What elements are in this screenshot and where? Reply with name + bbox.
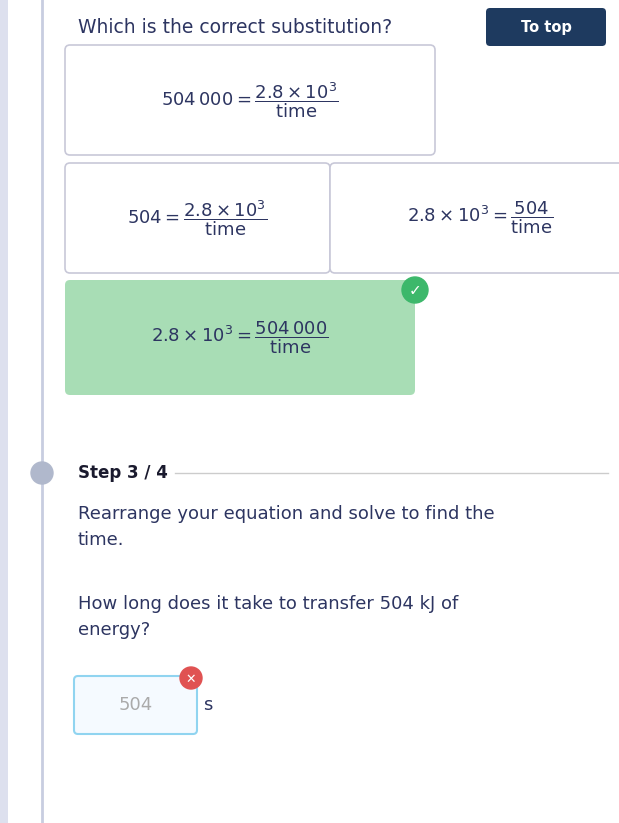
Text: $504\,000 = \dfrac{2.8 \times 10^3}{\mathrm{time}}$: $504\,000 = \dfrac{2.8 \times 10^3}{\mat… xyxy=(161,80,339,120)
Text: $2.8 \times 10^3 = \dfrac{504\,000}{\mathrm{time}}$: $2.8 \times 10^3 = \dfrac{504\,000}{\mat… xyxy=(151,319,329,356)
FancyBboxPatch shape xyxy=(65,45,435,155)
Bar xyxy=(0,0,8,823)
Circle shape xyxy=(31,462,53,484)
Text: $2.8 \times 10^3 = \dfrac{504}{\mathrm{time}}$: $2.8 \times 10^3 = \dfrac{504}{\mathrm{t… xyxy=(407,200,553,236)
Text: Which is the correct substitution?: Which is the correct substitution? xyxy=(78,17,392,36)
FancyBboxPatch shape xyxy=(330,163,619,273)
Circle shape xyxy=(402,277,428,303)
Circle shape xyxy=(180,667,202,689)
FancyBboxPatch shape xyxy=(65,280,415,395)
FancyBboxPatch shape xyxy=(486,8,606,46)
Text: Step 3 / 4: Step 3 / 4 xyxy=(78,464,168,482)
FancyBboxPatch shape xyxy=(74,676,197,734)
Text: 504: 504 xyxy=(118,696,153,714)
Text: To top: To top xyxy=(521,20,571,35)
Text: $504 = \dfrac{2.8 \times 10^3}{\mathrm{time}}$: $504 = \dfrac{2.8 \times 10^3}{\mathrm{t… xyxy=(128,198,267,238)
FancyBboxPatch shape xyxy=(65,163,330,273)
Text: Rearrange your equation and solve to find the
time.: Rearrange your equation and solve to fin… xyxy=(78,505,495,550)
Text: s: s xyxy=(203,696,212,714)
Text: ✓: ✓ xyxy=(409,283,422,299)
Text: How long does it take to transfer 504 kJ of
energy?: How long does it take to transfer 504 kJ… xyxy=(78,595,458,639)
Text: ✕: ✕ xyxy=(186,672,196,686)
